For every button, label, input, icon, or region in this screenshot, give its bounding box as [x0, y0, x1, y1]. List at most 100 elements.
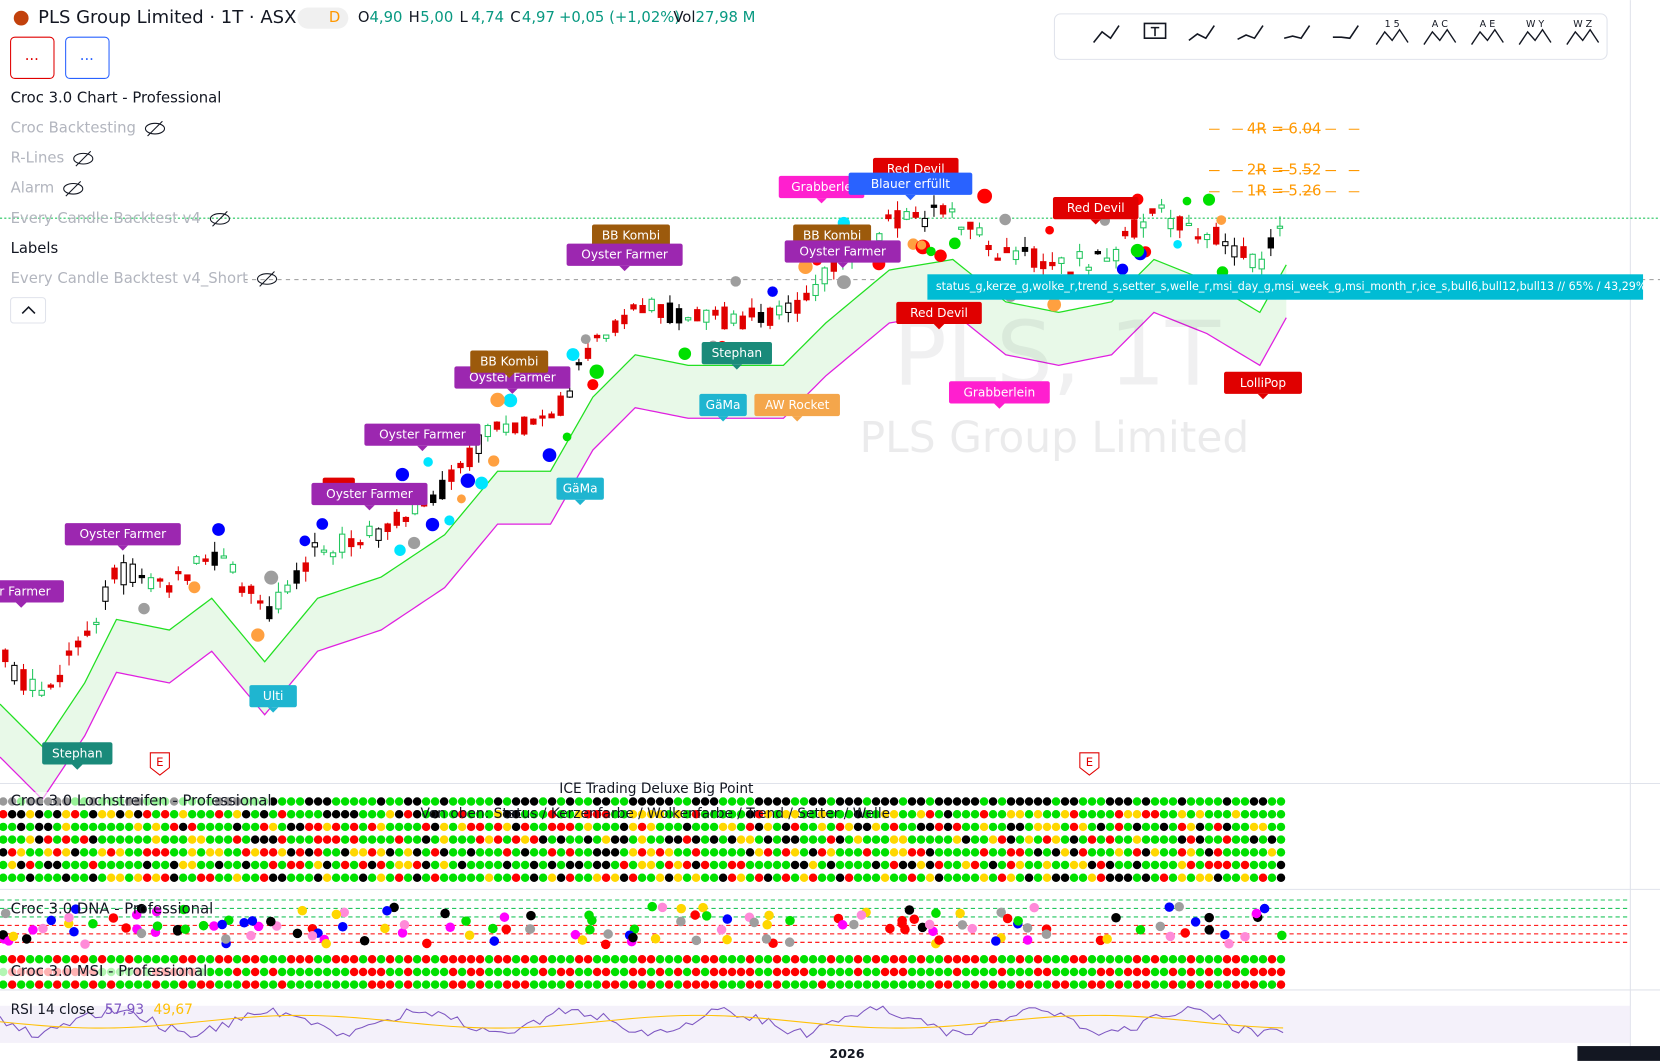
hidden-eye-icon[interactable] [63, 182, 84, 195]
dna-dot [221, 934, 231, 944]
strip-dot [187, 848, 197, 857]
strip-dot [1123, 797, 1133, 806]
dna-dot [151, 906, 162, 917]
msi-dot [502, 955, 512, 964]
hidden-eye-icon[interactable] [209, 213, 230, 225]
strip-dot [232, 822, 242, 832]
msi-dot [340, 980, 350, 989]
msi-dot [898, 955, 908, 964]
strip-dot [1159, 835, 1169, 844]
signal-label: er Farmer [0, 584, 51, 598]
strip-dot [1132, 860, 1142, 870]
signal-label-bg [311, 482, 428, 506]
strip-dot [961, 873, 971, 882]
earnings-marker[interactable] [1079, 752, 1100, 776]
candle-body [739, 315, 746, 330]
candle-body [730, 313, 737, 324]
signal-dot [580, 334, 591, 345]
dna-dot [525, 924, 536, 934]
candle-body [557, 395, 564, 416]
msi-dot [232, 967, 242, 977]
strip-dot [304, 835, 314, 844]
msi-dot [583, 967, 593, 977]
strip-dot [961, 860, 971, 870]
msi-dot [286, 967, 296, 977]
dna-dot [577, 935, 588, 945]
msi-dot [304, 955, 314, 964]
strip-dot [457, 809, 467, 819]
signal-label-pointer [417, 445, 428, 452]
msi-dot [277, 967, 287, 977]
strip-dot [313, 873, 323, 882]
dna-dot [1174, 901, 1184, 912]
strip-dot [925, 822, 935, 832]
msi-dot [1159, 980, 1169, 989]
strip-dot [862, 848, 872, 857]
watermark-name: PLS Group Limited [860, 413, 1250, 462]
earnings-marker[interactable] [149, 752, 170, 776]
strip-dot [835, 835, 845, 844]
candle-body [1249, 253, 1256, 269]
strip-dot [916, 797, 926, 806]
strip-dot [871, 797, 881, 806]
msi-dot [34, 980, 44, 989]
msi-dot [727, 980, 737, 989]
strip-dot [925, 809, 935, 819]
legend-button[interactable] [10, 36, 55, 79]
strip-dot [205, 809, 215, 819]
strip-dot [421, 860, 431, 870]
strip-dot [241, 848, 251, 857]
msi-dot [1240, 967, 1250, 977]
dna-dot [38, 923, 48, 934]
msi-dot [43, 980, 53, 989]
signal-label-bg [948, 381, 1050, 404]
strip-dot [889, 822, 899, 832]
strip-dot [682, 873, 692, 882]
strip-dot [592, 873, 602, 882]
strip-dot [34, 822, 44, 832]
dna-dot [178, 904, 189, 915]
collapse-button[interactable] [10, 297, 47, 324]
msi-dot [1204, 980, 1214, 989]
candle-body [1176, 216, 1183, 231]
msi-dot [205, 967, 215, 977]
strip-dot [385, 822, 395, 832]
rsi-value: 57,93 [105, 1002, 144, 1018]
strip-dot [169, 848, 179, 857]
hidden-eye-icon[interactable] [144, 122, 166, 135]
toolbar-button[interactable] [1327, 18, 1365, 54]
legend-button[interactable] [65, 36, 110, 79]
strip-dot [898, 860, 908, 870]
strip-dot [889, 809, 899, 819]
hidden-eye-icon[interactable] [73, 152, 94, 165]
strip-dot [853, 860, 863, 870]
signal-label-pointer [837, 262, 848, 268]
strip-dot [1087, 797, 1097, 806]
msi-dot [988, 967, 998, 977]
candle-body [1231, 245, 1238, 258]
strip-dot [385, 809, 395, 819]
strip-dot [1213, 835, 1223, 844]
strip-dot [1249, 822, 1259, 832]
candle-body [1258, 258, 1265, 270]
strip-dot [232, 848, 242, 857]
strip-dot [1231, 860, 1241, 870]
signal-label-pointer [15, 602, 27, 608]
toolbar-button[interactable] [1278, 18, 1316, 54]
hidden-eye-icon[interactable] [257, 273, 278, 285]
strip-dot [1114, 797, 1124, 806]
strip-dot [1078, 860, 1088, 870]
msi-dot [871, 980, 881, 989]
msi-dot [1006, 955, 1016, 964]
strip-dot [1024, 848, 1034, 857]
msi-dot [574, 980, 584, 989]
strip-dot [601, 873, 611, 882]
strip-dot [1069, 873, 1079, 882]
msi-dot [934, 967, 944, 977]
strip-dot [268, 835, 278, 844]
strip-dot [1033, 848, 1043, 857]
toolbar-button[interactable] [1087, 18, 1125, 54]
strip-dot [439, 797, 449, 806]
signal-dot [589, 364, 604, 379]
msi-dot [232, 980, 242, 989]
